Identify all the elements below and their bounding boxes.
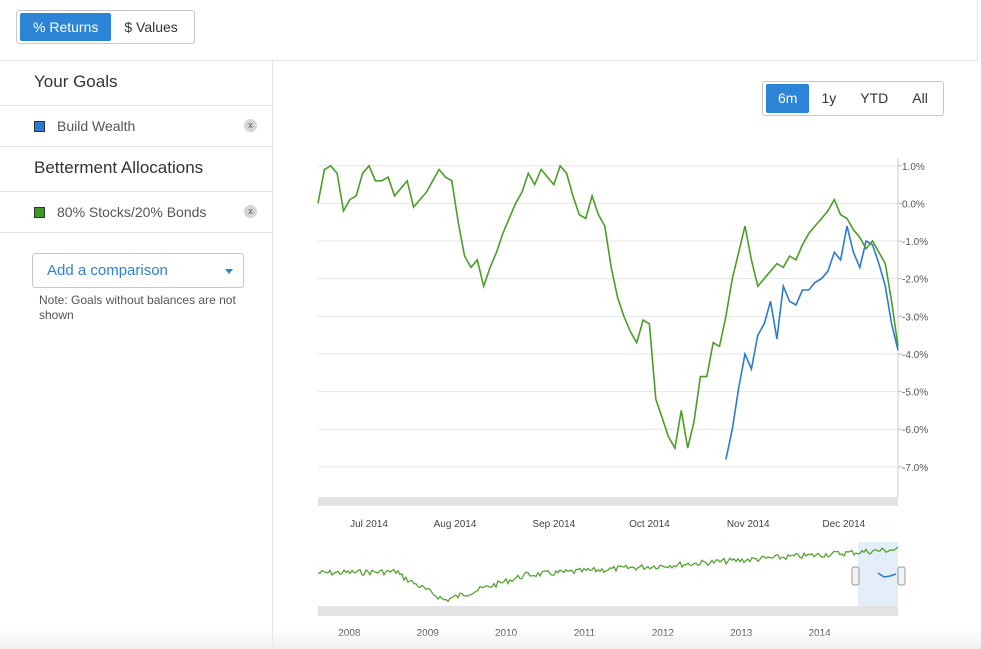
y-tick-label: -5.0% xyxy=(902,388,928,399)
range-ytd-button[interactable]: YTD xyxy=(860,90,889,106)
goals-section-title: Your Goals xyxy=(0,61,272,106)
navigator-line-build-wealth xyxy=(877,572,897,578)
navigator-tick-label: 2008 xyxy=(338,628,361,639)
navigator-left-handle[interactable] xyxy=(851,566,860,586)
remove-allocation-icon[interactable]: x xyxy=(244,205,257,218)
allocation-item-80-20[interactable]: 80% Stocks/20% Bonds x xyxy=(0,192,272,233)
navigator-tick-label: 2009 xyxy=(417,628,440,639)
allocations-section-title: Betterment Allocations xyxy=(0,147,272,192)
x-tick-label: Jul 2014 xyxy=(350,519,388,530)
x-tick-label: Nov 2014 xyxy=(727,519,770,530)
balances-note: Note: Goals without balances are not sho… xyxy=(39,293,236,322)
y-tick-label: -1.0% xyxy=(902,237,928,248)
navigator-right-handle[interactable] xyxy=(897,566,906,586)
series-line-build-wealth xyxy=(725,225,899,460)
y-tick-label: 1.0% xyxy=(902,162,925,173)
x-tick-label: Aug 2014 xyxy=(434,519,477,530)
chevron-down-icon xyxy=(225,269,233,274)
x-tick-label: Oct 2014 xyxy=(629,519,670,530)
top-toolbar: % Returns $ Values xyxy=(0,0,978,61)
allocation-color-swatch xyxy=(34,206,45,218)
add-comparison-label: Add a comparison xyxy=(47,262,168,279)
series-line-80-20 xyxy=(317,164,899,451)
goal-item-build-wealth[interactable]: Build Wealth x xyxy=(0,106,272,147)
navigator-tick-label: 2014 xyxy=(808,628,831,639)
range-1y-button[interactable]: 1y xyxy=(821,90,837,106)
allocation-label: 80% Stocks/20% Bonds xyxy=(57,204,207,220)
range-all-button[interactable]: All xyxy=(912,90,928,106)
chart-scrollbar-track[interactable] xyxy=(318,497,898,506)
y-tick-label: -7.0% xyxy=(902,463,928,474)
navigator-scrollbar[interactable] xyxy=(318,606,898,616)
y-tick-label: -4.0% xyxy=(902,350,928,361)
returns-button[interactable]: % Returns xyxy=(20,13,112,41)
navigator-tick-label: 2012 xyxy=(652,628,675,639)
navigator-tick-label: 2010 xyxy=(495,628,518,639)
sidebar: Your Goals Build Wealth x Betterment All… xyxy=(0,61,273,649)
returns-values-toggle: % Returns $ Values xyxy=(16,10,195,44)
range-6m-button[interactable]: 6m xyxy=(766,84,810,113)
x-tick-label: Sep 2014 xyxy=(532,519,575,530)
y-tick-label: -3.0% xyxy=(902,312,928,323)
values-button[interactable]: $ Values xyxy=(124,19,178,35)
x-tick-label: Dec 2014 xyxy=(822,519,865,530)
navigator-line-80-20 xyxy=(317,546,899,603)
add-comparison-dropdown[interactable]: Add a comparison xyxy=(32,253,244,288)
goal-color-swatch xyxy=(34,120,45,132)
navigator-tick-label: 2011 xyxy=(574,628,596,639)
y-tick-label: -6.0% xyxy=(902,425,928,436)
range-selector: 6m 1y YTD All xyxy=(762,81,944,116)
y-tick-label: 0.0% xyxy=(902,199,925,210)
y-tick-label: -2.0% xyxy=(902,275,928,286)
remove-goal-icon[interactable]: x xyxy=(244,119,257,132)
navigator-tick-label: 2013 xyxy=(730,628,753,639)
navigator-selection[interactable] xyxy=(858,542,898,607)
goal-label: Build Wealth xyxy=(57,118,136,134)
